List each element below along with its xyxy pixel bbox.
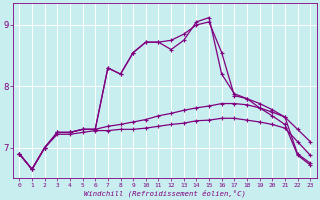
- X-axis label: Windchill (Refroidissement éolien,°C): Windchill (Refroidissement éolien,°C): [84, 189, 246, 197]
